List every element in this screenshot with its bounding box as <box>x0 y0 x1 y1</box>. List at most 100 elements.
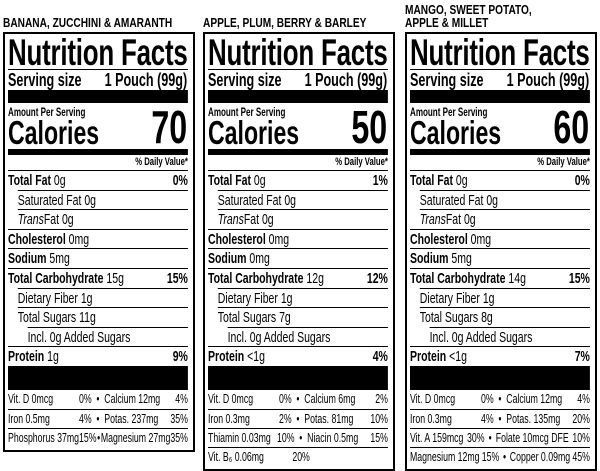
bullet-separator: • <box>488 430 492 445</box>
thick-divider <box>208 90 388 103</box>
nutrient-row: Protein <1g 4% <box>208 346 388 366</box>
nutrient-row: Total Carbohydrate 14g 15% <box>410 267 590 288</box>
nutrient-amount: 15g <box>103 269 124 287</box>
serving-size-value: 1 Pouch (99g) <box>104 70 188 90</box>
nutrient-row: Saturated Fat 0g <box>217 189 388 210</box>
nutrient-amount: 0mg <box>65 230 90 248</box>
nutrient-daily-value: 15% <box>166 269 188 287</box>
nutrient-name: Cholesterol <box>208 230 266 248</box>
amount-per-serving-label: Amount Per Serving <box>410 107 488 119</box>
bullet-separator: • <box>96 411 100 426</box>
calories-value: 60 <box>553 101 590 153</box>
nutrient-label: Protein <1g <box>410 347 467 366</box>
nutrient-row: Dietary Fiber 1g <box>217 287 388 308</box>
nutrient-label: Cholesterol 0mg <box>208 230 289 249</box>
micronutrient-row: Magnesium 12mg 15% • Copper 0.09mg 45% <box>410 446 590 466</box>
micronutrient-row: Iron 0.5mg 4% • Potas. 237mg 35% <box>8 408 188 428</box>
micronutrient-dv: 4% <box>78 411 92 426</box>
micronutrient-dv: 35% <box>170 411 188 426</box>
nutrient-label: TransFat 0g <box>18 210 74 229</box>
nutrient-daily-value: 0% <box>574 172 590 189</box>
serving-size-value: 1 Pouch (99g) <box>304 70 388 90</box>
bullet-separator: • <box>97 430 101 445</box>
nutrition-facts-panel: Nutrition Facts Serving size 1 Pouch (99g)… <box>405 32 597 471</box>
nutrient-row: Cholesterol 0mg <box>8 228 188 249</box>
nutrient-amount: 0g <box>250 172 266 189</box>
serving-size-label: Serving size <box>208 70 282 90</box>
nutrient-daily-value: 7% <box>574 348 590 366</box>
nutrient-name: Protein <box>8 348 45 366</box>
nutrient-row: Dietary Fiber 1g <box>17 287 188 308</box>
nutrient-row: Total Fat 0g 0% <box>8 170 188 190</box>
nutrient-amount: Saturated Fat 0g <box>217 191 297 209</box>
nutrient-amount: 5mg <box>46 250 70 268</box>
nutrient-label: Sodium 0mg <box>208 249 270 268</box>
empty-cell <box>310 448 388 466</box>
micronutrient-name: Calcium 6mg <box>304 391 356 406</box>
nutrient-amount: 0mg <box>467 230 492 248</box>
thick-divider <box>410 365 590 390</box>
micronutrient-dv: 10% <box>277 430 295 445</box>
bullet-separator: • <box>299 430 303 445</box>
nutrient-amount: 1g <box>44 348 59 366</box>
product-name: BANANA, ZUCCHINI & AMARANTH <box>3 15 173 30</box>
panel-content: Nutrition Facts Serving size 1 Pouch (99g)… <box>410 34 590 466</box>
nutrient-name: Total Fat <box>8 172 51 189</box>
serving-size-value: 1 Pouch (99g) <box>506 70 590 90</box>
nutrient-amount: Dietary Fiber 1g <box>419 289 495 307</box>
micronutrient-row: Iron 0.3mg 2% • Potas. 81mg 10% <box>208 408 388 428</box>
micronutrient-dv: 20% <box>572 411 590 426</box>
nutrient-label: Protein <1g <box>208 347 265 366</box>
nutrient-amount: 0mg <box>265 230 290 248</box>
thick-divider <box>8 90 188 103</box>
medium-divider <box>8 149 188 155</box>
nutrient-row: Incl. 0g Added Sugars <box>429 326 590 347</box>
nutrient-row: Total Sugars 11g <box>17 307 188 327</box>
nutrient-label: Total Sugars 7g <box>218 308 291 327</box>
nutrient-amount: 14g <box>505 269 526 287</box>
calories-block: Amount Per Serving Calories 60 <box>410 101 590 153</box>
nutrient-label: Incl. 0g Added Sugars <box>430 328 533 347</box>
nutrient-label: Total Fat 0g <box>208 171 266 190</box>
nutrient-amount: 0mg <box>246 250 270 268</box>
nutrient-label: Saturated Fat 0g <box>18 191 96 210</box>
nutrient-label: Cholesterol 0mg <box>8 230 89 249</box>
micronutrient-name: Niacin 0.5mg <box>307 430 359 445</box>
nutrient-daily-value: 4% <box>372 348 388 366</box>
panel-content: Nutrition Facts Serving size 1 Pouch (99g)… <box>208 34 388 466</box>
nutrient-daily-value: 0% <box>172 172 188 189</box>
calories-label: Calories <box>410 114 502 151</box>
nutrient-name: Protein <box>410 348 447 366</box>
nutrient-amount: Total Sugars 7g <box>217 309 291 327</box>
bullet-separator: • <box>503 449 507 464</box>
nutrient-amount: <1g <box>446 348 467 366</box>
micronutrient-dv: 4% <box>480 411 494 426</box>
micronutrient-name: Potas. 237mg <box>104 411 159 426</box>
nutrient-amount: Dietary Fiber 1g <box>217 289 293 307</box>
micronutrient-dv: 20% <box>292 449 310 464</box>
product-name: APPLE, PLUM, BERRY & BARLEY <box>203 15 367 30</box>
thick-divider <box>208 365 388 390</box>
micronutrient-name: Potas. 81mg <box>304 411 354 426</box>
micronutrient-name: Calcium 12mg <box>506 391 563 406</box>
nutrient-label: Dietary Fiber 1g <box>18 289 93 308</box>
nutrient-row: Sodium 5mg <box>8 248 188 268</box>
nutrient-label: Total Sugars 8g <box>420 308 493 327</box>
nutrient-name-italic: Trans <box>217 211 244 229</box>
nutrient-amount: 0g <box>50 172 66 189</box>
micronutrient-name: Potas. 135mg <box>506 411 561 426</box>
micronutrient-name: Thiamin 0.03mg <box>208 430 271 445</box>
nutrient-amount: Fat 0g <box>445 211 476 229</box>
bullet-separator: • <box>296 391 300 406</box>
nutrient-amount: Saturated Fat 0g <box>17 191 97 209</box>
serving-size-label: Serving size <box>8 70 82 90</box>
nutrient-amount: Fat 0g <box>243 211 274 229</box>
nutrient-row: Total Carbohydrate 12g 12% <box>208 267 388 288</box>
calories-value: 50 <box>351 101 388 153</box>
nutrient-label: Cholesterol 0mg <box>410 230 491 249</box>
calories-block: Amount Per Serving Calories 70 <box>8 103 188 150</box>
nutrient-name-italic: Trans <box>419 211 446 229</box>
nutrient-name: Total Fat <box>410 172 453 189</box>
micronutrient-row: Vit. D 0mcg 0% • Calcium 12mg 4% <box>8 390 188 409</box>
nutrient-label: Sodium 5mg <box>410 249 472 268</box>
